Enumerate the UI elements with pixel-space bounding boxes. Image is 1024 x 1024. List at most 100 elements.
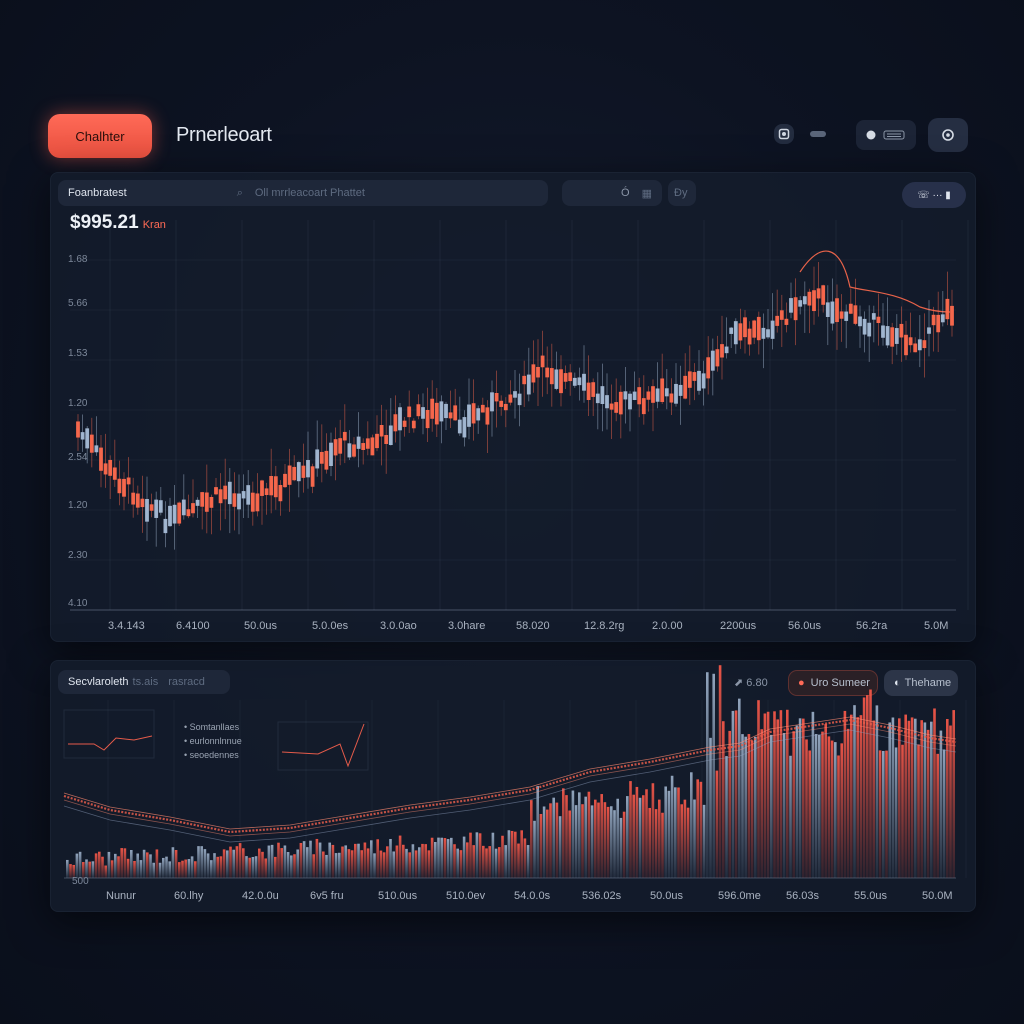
search-input[interactable]: Oll mrrleacoart Phattet (254, 187, 365, 199)
volume-bar (370, 840, 373, 878)
legend: • Somtanllaes • eurlonnlnnue • seoedenne… (184, 720, 242, 762)
candle-body (756, 316, 761, 341)
legend-item: • seoedennes (184, 750, 239, 760)
volume-bar (677, 787, 680, 878)
candle-body (191, 503, 195, 514)
volume-bar (338, 852, 341, 878)
volume-bar (242, 848, 245, 878)
candle-body (347, 443, 352, 458)
candle-body (724, 346, 729, 354)
candle-body (720, 344, 724, 358)
volume-bar (149, 854, 152, 878)
volume-bar (462, 836, 466, 878)
candle-body (329, 442, 333, 466)
range-control[interactable]: Ó ▦ (562, 180, 662, 206)
candle-body (168, 505, 172, 527)
volume-bar (328, 842, 331, 878)
volume-bar (840, 743, 843, 878)
volume-chart[interactable] (50, 660, 976, 912)
mini-sparkline (68, 735, 153, 751)
volume-bar (280, 848, 283, 878)
candle-body (614, 402, 619, 413)
candle-body (356, 436, 361, 449)
volume-bar (658, 799, 661, 878)
candle-body (260, 480, 264, 496)
volume-bar (434, 841, 437, 878)
volume-bar (421, 843, 424, 878)
volume-bar (629, 781, 632, 878)
toggle-button[interactable]: ☏ ··· ▮ (902, 182, 966, 208)
volume-bar (741, 734, 744, 878)
volume-bar (75, 853, 79, 878)
volume-bar (670, 775, 674, 878)
square-icon[interactable] (774, 124, 794, 144)
volume-bar (936, 753, 939, 878)
candle-body (131, 492, 136, 505)
candle-body (319, 451, 324, 464)
volume-bar (808, 750, 811, 878)
x-axis-label: 510.0us (378, 890, 418, 902)
volume-bar (786, 709, 789, 878)
theme-button[interactable]: ◐ Thehame (884, 670, 958, 696)
candle-body (701, 373, 706, 389)
volume-bar (846, 728, 850, 878)
candle-body (766, 329, 770, 338)
volume-bar (779, 710, 783, 878)
volume-bar (875, 705, 879, 878)
volume-bar (882, 750, 885, 878)
x-axis-label: 536.02s (582, 890, 622, 902)
settings-icon[interactable] (928, 118, 968, 152)
candle-body (687, 371, 692, 388)
brand-button[interactable]: Chalhter (48, 114, 152, 158)
volume-bar (395, 845, 399, 878)
volume-bar (693, 799, 696, 878)
volume-bar (325, 854, 328, 878)
volume-bar (248, 857, 251, 878)
candle-body (393, 414, 398, 432)
candle-body (177, 502, 182, 524)
candle-body (476, 408, 481, 421)
volume-bar (171, 847, 175, 878)
volume-bar (859, 715, 863, 878)
search-icon: ⌕ (236, 186, 243, 199)
x-axis-label: 56.2ra (856, 620, 888, 632)
volume-bar (142, 849, 146, 878)
volume-bar (363, 842, 367, 878)
theme-button-label: Thehame (904, 677, 952, 689)
candlestick-chart[interactable] (50, 172, 976, 642)
candle-body (425, 410, 430, 429)
volume-bar (408, 852, 411, 878)
candle-body (172, 504, 177, 524)
bell-icon[interactable] (856, 120, 916, 150)
volume-bar (923, 722, 927, 878)
volume-bar (619, 817, 623, 878)
candle-body (453, 405, 458, 421)
candle-body (738, 323, 743, 341)
volume-bar (126, 858, 130, 878)
volume-bar (702, 804, 706, 878)
interval-control[interactable]: Đy (668, 180, 696, 206)
candle-body (218, 489, 223, 504)
volume-bar (757, 700, 760, 878)
volume-bar (133, 860, 136, 878)
link-icon[interactable] (808, 128, 828, 140)
chart-tab[interactable]: Foanbratest (68, 187, 127, 199)
candle-body (839, 311, 844, 319)
candle-body (779, 310, 784, 320)
candle-body (651, 386, 655, 403)
sub-tab-sub: ts.ais (132, 676, 159, 688)
volume-bar (357, 843, 360, 878)
volume-bar (888, 722, 891, 878)
candle-body (232, 493, 237, 507)
candle-body (572, 377, 577, 386)
candle-body (379, 424, 384, 437)
y-axis-label: 1.20 (68, 500, 88, 511)
sub-chart-tab[interactable]: Secvlaroleth ts.ais rasracd (58, 670, 230, 694)
x-axis-label: 5.0.0es (312, 620, 349, 632)
sub-chart-button[interactable]: ● Uro Sumeer (788, 670, 878, 696)
candle-body (80, 432, 85, 440)
volume-bar (645, 789, 648, 878)
volume-bar (674, 787, 677, 878)
volume-bar (341, 846, 344, 878)
candle-body (434, 402, 439, 425)
